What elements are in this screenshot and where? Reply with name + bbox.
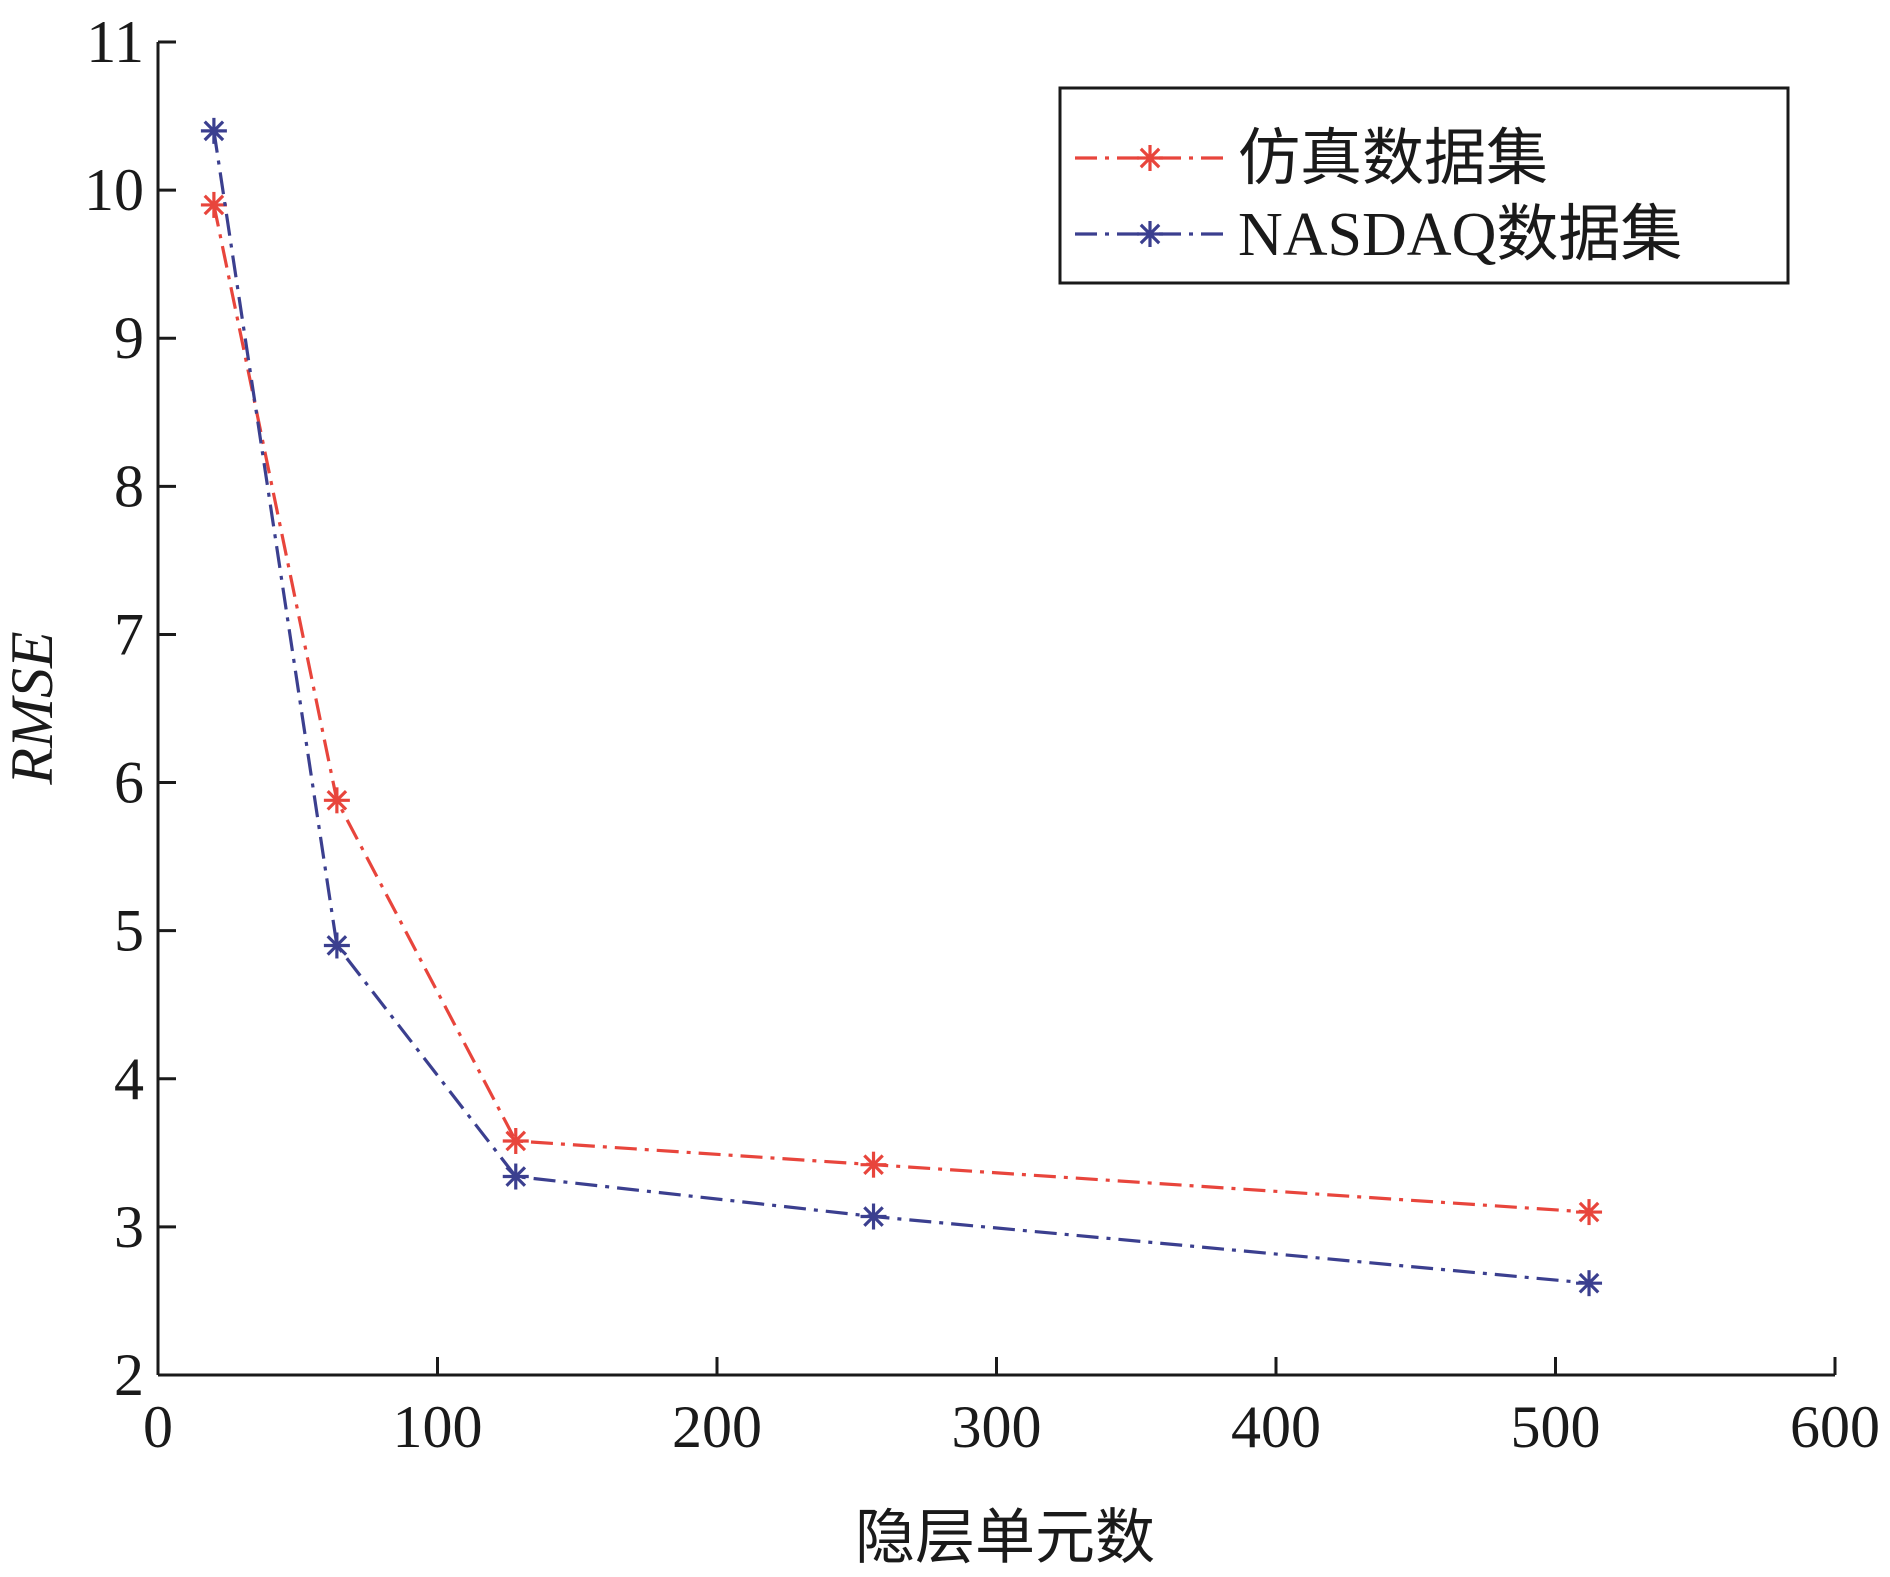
series-2-point-5: [1576, 1270, 1603, 1297]
series-2-point-2: [323, 932, 350, 959]
series-1: [200, 191, 1603, 1226]
x-tick-label-600: 600: [1790, 1394, 1880, 1460]
y-tick-label-9: 9: [114, 305, 144, 371]
series-2: [200, 117, 1603, 1297]
x-axis-title: 隐层单元数: [855, 1505, 1155, 1571]
series-1-line: [212, 204, 1590, 1214]
y-tick-label-11: 11: [86, 9, 144, 75]
legend: 仿真数据集 NASDAQ数据集: [1058, 86, 1790, 285]
x-tick-label-300: 300: [952, 1394, 1042, 1460]
y-tick-label-7: 7: [114, 601, 144, 667]
legend-box: [1058, 86, 1790, 285]
y-tick-label-6: 6: [114, 750, 144, 816]
series-2-line: [212, 130, 1590, 1285]
y-tick-label-2: 2: [114, 1342, 144, 1408]
legend-item-2: NASDAQ数据集: [1075, 201, 1682, 269]
y-axis-title: RMSE: [0, 631, 65, 785]
legend-label-1: 仿真数据集: [1238, 125, 1548, 193]
y-tick-label-8: 8: [114, 453, 144, 519]
legend-label-2: NASDAQ数据集: [1238, 201, 1682, 269]
x-axis-ticks: 0 100 200 300 400 500 600: [143, 1357, 1880, 1460]
series-1-point-2: [323, 787, 350, 814]
y-tick-label-5: 5: [114, 898, 144, 964]
legend-marker-2: [1137, 221, 1163, 247]
series-1-point-1: [200, 191, 227, 218]
y-tick-label-3: 3: [114, 1194, 144, 1260]
legend-item-1: 仿真数据集: [1075, 125, 1548, 193]
legend-marker-1: [1137, 145, 1163, 171]
x-tick-label-0: 0: [143, 1394, 173, 1460]
x-tick-label-500: 500: [1511, 1394, 1601, 1460]
series-1-point-5: [1576, 1199, 1603, 1226]
series-1-point-3: [502, 1127, 529, 1154]
x-tick-label-400: 400: [1231, 1394, 1321, 1460]
y-tick-label-4: 4: [114, 1046, 144, 1112]
x-tick-label-100: 100: [393, 1394, 483, 1460]
series-2-point-4: [860, 1203, 887, 1230]
series-layer: [200, 117, 1603, 1297]
series-2-point-3: [502, 1163, 529, 1190]
y-axis-ticks: 2 3 4 5 6 7 8 9 10 11: [84, 9, 176, 1408]
y-tick-label-10: 10: [84, 157, 144, 223]
series-1-point-4: [860, 1151, 887, 1178]
x-tick-label-200: 200: [672, 1394, 762, 1460]
series-2-point-1: [200, 117, 227, 144]
